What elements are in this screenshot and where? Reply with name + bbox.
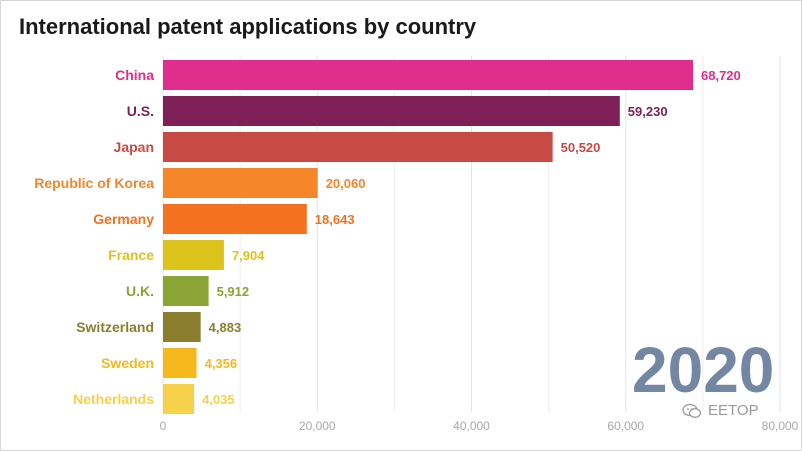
bar xyxy=(163,168,318,198)
bar xyxy=(163,96,620,126)
year-label: 2020 xyxy=(632,334,775,406)
x-tick-label: 20,000 xyxy=(299,419,336,433)
bar xyxy=(163,312,201,342)
bar xyxy=(163,384,195,414)
category-label: U.K. xyxy=(126,283,154,299)
bar xyxy=(163,132,553,162)
x-tick-label: 40,000 xyxy=(453,419,490,433)
value-label: 68,720 xyxy=(701,68,741,83)
value-label: 5,912 xyxy=(217,284,250,299)
value-label: 7,904 xyxy=(232,248,265,263)
value-label: 50,520 xyxy=(561,140,601,155)
bar xyxy=(163,240,224,270)
bar xyxy=(163,204,307,234)
category-label: Sweden xyxy=(101,355,154,371)
category-label: France xyxy=(108,247,154,263)
chat-bubble-icon xyxy=(682,403,702,418)
category-label: U.S. xyxy=(127,103,154,119)
category-label: China xyxy=(115,67,154,83)
category-label: Republic of Korea xyxy=(34,175,154,191)
value-label: 4,035 xyxy=(202,392,235,407)
category-label: Switzerland xyxy=(76,319,154,335)
bar xyxy=(163,348,197,378)
bar xyxy=(163,276,209,306)
watermark-text: EETOP xyxy=(708,402,759,419)
bar xyxy=(163,60,694,90)
value-label: 59,230 xyxy=(628,104,668,119)
watermark: EETOP xyxy=(682,402,759,419)
x-tick-label: 0 xyxy=(160,419,167,433)
chart-title: International patent applications by cou… xyxy=(19,14,477,39)
category-label: Japan xyxy=(114,139,154,155)
x-tick-label: 80,000 xyxy=(762,419,799,433)
value-label: 4,356 xyxy=(205,356,238,371)
category-label: Germany xyxy=(93,211,154,227)
value-label: 18,643 xyxy=(315,212,355,227)
x-tick-label: 60,000 xyxy=(607,419,644,433)
value-label: 4,883 xyxy=(209,320,242,335)
value-label: 20,060 xyxy=(326,176,366,191)
category-label: Netherlands xyxy=(73,391,154,407)
